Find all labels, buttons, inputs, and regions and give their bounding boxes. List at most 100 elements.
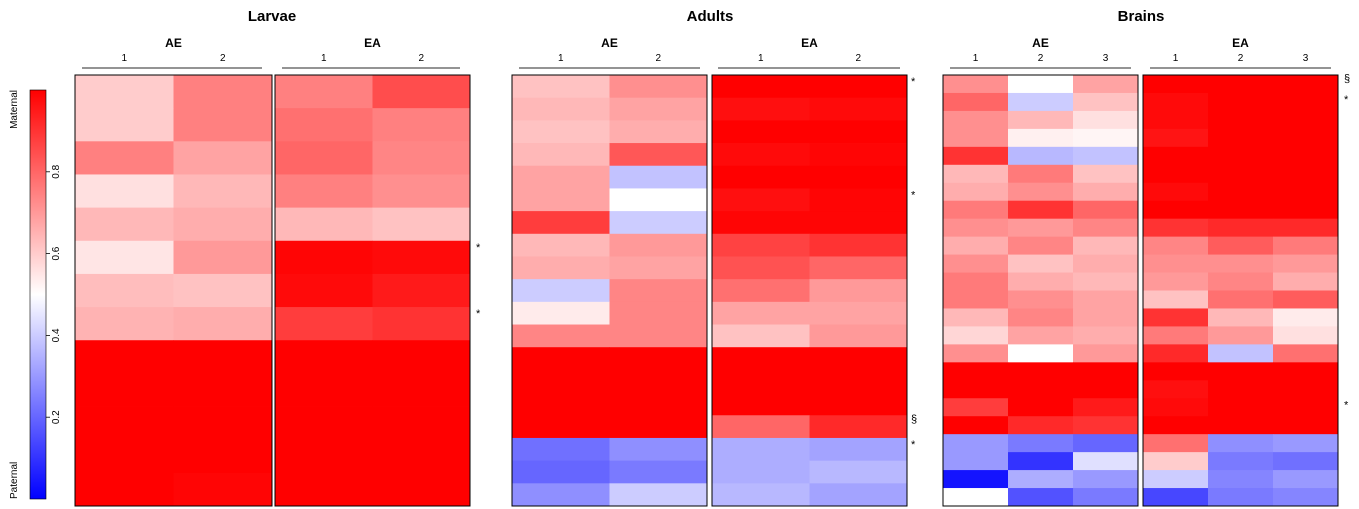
heatmap-cell [275,141,373,175]
heatmap-cell [75,406,174,441]
heatmap-cell [173,373,273,407]
heatmap-cell [173,174,273,209]
heatmap-cell [1008,452,1074,471]
heatmap-cell [712,97,810,121]
heatmap-cell [712,75,810,99]
heatmap-cell [275,307,373,341]
group-label: EA [801,36,818,50]
heatmap-cell [1008,272,1074,291]
heatmap-cell [1008,218,1074,238]
heatmap-cell [1273,272,1339,291]
heatmap-cell [609,256,708,280]
heatmap-cell [809,347,908,371]
column-label: 2 [855,53,861,64]
heatmap-cell [1208,470,1274,489]
heatmap-cell [1273,452,1339,471]
heatmap-cell [275,373,373,407]
heatmap-cell [1143,272,1209,291]
heatmap-cell [712,415,810,439]
heatmap-cell [372,141,471,175]
heatmap-cell [943,200,1009,220]
heatmap-cell [712,143,810,167]
heatmap-cell [1143,236,1209,255]
heatmap-cell [372,75,471,109]
heatmap-cell [512,279,610,303]
heatmap-cell [1008,254,1074,273]
heatmap-cell [943,398,1009,417]
column-label: 2 [655,53,661,64]
heatmap-cell [173,273,273,308]
column-label: 3 [1103,53,1109,64]
heatmap-cell [1208,128,1274,148]
heatmap-cell [1273,380,1339,399]
heatmap-cell [609,301,708,325]
heatmap-cell [512,256,610,280]
significance-mark: * [476,308,481,320]
heatmap-cell [1273,434,1339,453]
heatmap-cell [1143,254,1209,273]
colorbar-top-label: Maternal [9,90,20,129]
panel-title: Adults [687,8,734,25]
heatmap-cell [1143,488,1209,507]
heatmap-cell [173,207,273,242]
heatmap-cell [1273,236,1339,255]
group-frame [711,74,908,507]
heatmap-cell [1008,488,1074,507]
column-label: 2 [220,53,226,64]
heatmap-cell [943,75,1009,94]
heatmap-cell [1273,164,1339,184]
heatmap-cell [1073,146,1139,166]
significance-mark: * [911,189,916,201]
heatmap-cell [1008,434,1074,453]
heatmap-cell [1208,272,1274,291]
heatmap-cell [75,273,174,308]
heatmap-cell [372,273,471,308]
heatmap-cell [1008,75,1074,94]
column-label: 1 [758,53,764,64]
heatmap-cell [275,273,373,308]
heatmap-cell [712,120,810,144]
group-label: EA [364,36,381,50]
heatmap-cell [1208,218,1274,238]
heatmap-cell [173,439,273,474]
heatmap-cell [1208,290,1274,309]
heatmap-cell [75,340,174,374]
heatmap-cell [173,472,273,507]
heatmap-cell [512,483,610,507]
heatmap-cell [1143,146,1209,166]
heatmap-cell [1208,434,1274,453]
heatmap-cell [1143,128,1209,148]
heatmap-cell [512,347,610,371]
heatmap-cell [512,97,610,121]
panel-larvae: Larvae AE 1 2 EA 1 2 * * [74,8,481,507]
heatmap-cell [1008,398,1074,417]
heatmap-cell [1273,362,1339,381]
heatmap-cell [1073,254,1139,273]
panel-adults: Adults AE 1 2 EA 1 2 * * § * [511,8,917,507]
heatmap-cell [372,174,471,209]
heatmap-cell [372,307,471,341]
heatmap-cell [1143,362,1209,381]
heatmap-cell [1143,92,1209,112]
colorbar-tick-label: 0.8 [51,164,62,178]
heatmap-cell [512,165,610,189]
heatmap-cell [809,324,908,348]
heatmap-cell [1008,308,1074,327]
group-frame [274,74,471,507]
group-label: EA [1232,36,1249,50]
heatmap-cell [1208,254,1274,273]
group-frame [942,74,1139,507]
heatmap-cell [809,165,908,189]
heatmap-cell [1143,380,1209,399]
heatmap-cell [75,108,174,142]
heatmap-cell [173,340,273,374]
group-label: AE [165,36,182,50]
heatmap-cell [1273,308,1339,327]
heatmap-cell [372,207,471,242]
heatmap-cell [1273,182,1339,202]
column-label: 2 [418,53,424,64]
heatmap-cell [75,307,174,341]
significance-mark: § [911,413,917,425]
heatmap-cell [809,211,908,235]
